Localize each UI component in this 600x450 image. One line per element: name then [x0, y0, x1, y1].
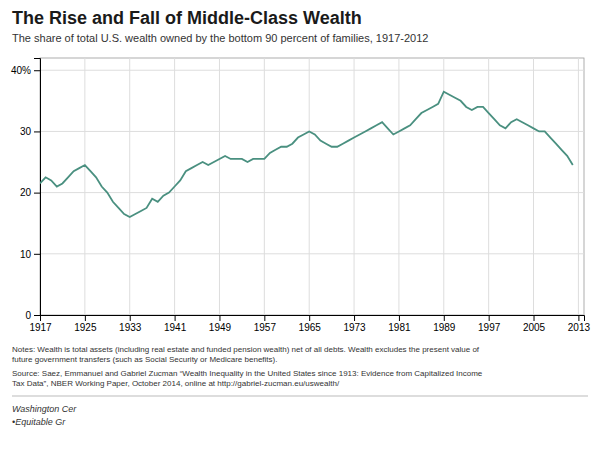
grid: [40, 58, 584, 315]
x-tick-label: 1949: [209, 322, 232, 333]
x-tick-mark: [489, 315, 490, 321]
x-axis: 1917 1925 1933 1941 1949 1957 1965 1973 1981 1989…: [29, 315, 590, 333]
x-tick-mark: [534, 315, 535, 321]
x-tick: 2013: [568, 315, 591, 333]
plot-frame: [40, 58, 584, 315]
annotations: Notes: Wealth is total assets (including…: [12, 345, 588, 427]
x-tick: 1941: [164, 315, 187, 333]
x-tick-label: 1941: [164, 322, 187, 333]
grid-line-x: [578, 58, 579, 315]
x-tick: 1965: [299, 315, 322, 333]
x-tick-mark: [175, 315, 176, 321]
x-tick-label: 1981: [388, 322, 411, 333]
x-tick-mark: [309, 315, 310, 321]
line: [40, 92, 573, 217]
title: The Rise and Fall of Middle-Class Wealth: [12, 8, 362, 28]
x-tick-label: 1997: [478, 322, 501, 333]
credit: Washington Cer: [12, 404, 77, 414]
grid-line-x: [398, 58, 399, 315]
x-tick-label: 1925: [74, 322, 97, 333]
x-tick-label: 2005: [523, 322, 546, 333]
grid-line-x: [488, 58, 489, 315]
grid-line-y: [40, 131, 584, 132]
y-tick-mark: [34, 254, 40, 255]
y-tick-mark: [34, 315, 40, 316]
y-tick: 20: [20, 187, 40, 198]
x-tick: 1989: [433, 315, 456, 333]
y-tick-label: 0: [25, 310, 31, 321]
x-tick-mark: [399, 315, 400, 321]
x-tick-label: 1917: [29, 322, 52, 333]
x-tick: 1917: [29, 315, 52, 333]
y-tick-label: 40%: [11, 65, 31, 76]
x-tick-label: 1965: [299, 322, 322, 333]
note: Notes: Wealth is total assets (including…: [12, 345, 480, 354]
plot: 1917 1925 1933 1941 1949 1957 1965 1973 1981 1989…: [11, 58, 590, 333]
grid-line-x: [84, 58, 85, 315]
note: Source: Saez, Emmanuel and Gabriel Zucma…: [12, 369, 483, 378]
x-tick-label: 1973: [343, 322, 366, 333]
y-axis: 0 10 20 30 40%: [11, 59, 41, 321]
x-tick-label: 1933: [119, 322, 142, 333]
y-tick-label: 10: [20, 249, 32, 260]
grid-line-x: [309, 58, 310, 315]
subtitle: The share of total U.S. wealth owned by …: [12, 32, 428, 44]
note: Tax Data”, NBER Working Paper, October 2…: [12, 379, 340, 388]
y-axis-line: [34, 59, 41, 316]
chart: The Rise and Fall of Middle-Class Wealth…: [0, 0, 600, 450]
divider: [12, 396, 588, 397]
grid-line-y: [40, 192, 584, 193]
x-axis-line: [41, 316, 585, 322]
y-tick-mark: [34, 131, 40, 132]
x-tick-mark: [578, 315, 579, 321]
marks: [40, 92, 573, 217]
x-tick-mark: [85, 315, 86, 321]
x-tick: 1925: [74, 315, 97, 333]
x-tick: 1973: [343, 315, 366, 333]
grid-line-x: [354, 58, 355, 315]
x-tick-label: 1989: [433, 322, 456, 333]
x-tick-mark: [354, 315, 355, 321]
y-tick-mark: [34, 70, 40, 71]
x-tick: 1981: [388, 315, 411, 333]
y-tick: 0: [25, 310, 40, 321]
grid-line-y: [40, 253, 584, 254]
x-tick: 1949: [209, 315, 232, 333]
x-tick: 1997: [478, 315, 501, 333]
x-tick-mark: [264, 315, 265, 321]
y-tick-label: 30: [20, 126, 32, 137]
y-tick: 30: [20, 126, 40, 137]
x-tick-mark: [219, 315, 220, 321]
credit: •Equitable Gr: [12, 417, 66, 427]
x-tick: 2005: [523, 315, 546, 333]
grid-line-x: [219, 58, 220, 315]
grid-line-x: [264, 58, 265, 315]
grid-line-x: [443, 58, 444, 315]
y-tick-mark: [34, 193, 40, 194]
grid-line-y: [40, 70, 584, 71]
x-tick-mark: [130, 315, 131, 321]
y-tick: 40%: [11, 65, 40, 76]
x-tick: 1957: [254, 315, 277, 333]
x-tick-label: 1957: [254, 322, 277, 333]
note: future government transfers (such as Soc…: [12, 355, 277, 364]
x-tick-label: 2013: [568, 322, 591, 333]
x-tick: 1933: [119, 315, 142, 333]
y-tick-label: 20: [20, 187, 32, 198]
y-tick: 10: [20, 249, 40, 260]
grid-line-x: [129, 58, 130, 315]
grid-line-x: [533, 58, 534, 315]
x-tick-mark: [444, 315, 445, 321]
